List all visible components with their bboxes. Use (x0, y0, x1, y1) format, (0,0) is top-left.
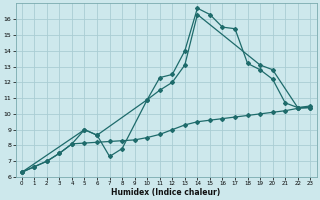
X-axis label: Humidex (Indice chaleur): Humidex (Indice chaleur) (111, 188, 221, 197)
